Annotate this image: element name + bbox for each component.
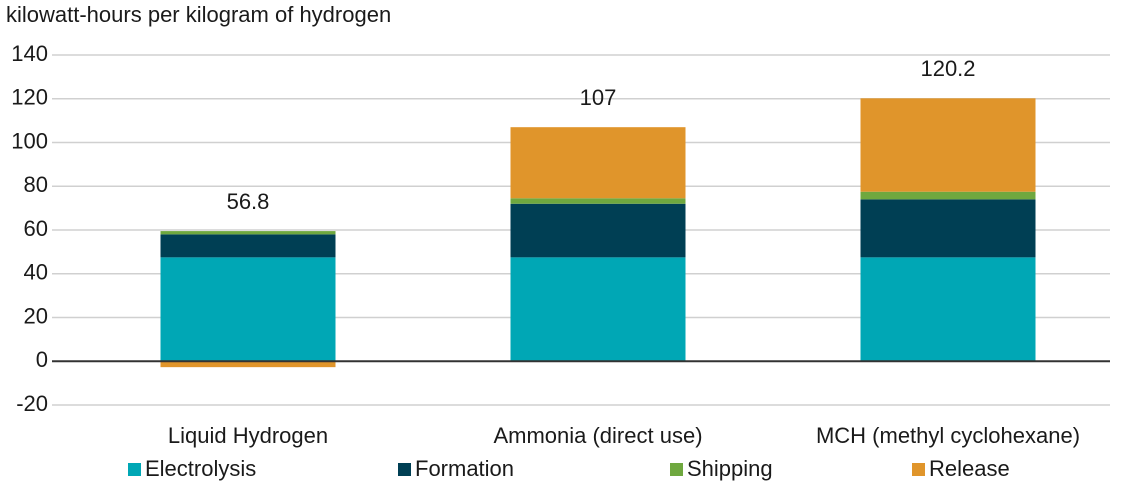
y-tick-label: 120 <box>11 85 48 110</box>
bar-segment <box>860 191 1036 200</box>
x-tick-label: MCH (methyl cyclohexane) <box>816 423 1080 448</box>
legend-label: Formation <box>415 456 514 481</box>
y-tick-label: 140 <box>11 41 48 66</box>
chart-subtitle: kilowatt-hours per kilogram of hydrogen <box>6 2 391 27</box>
bar-segment <box>510 203 686 258</box>
x-tick-label: Liquid Hydrogen <box>168 423 328 448</box>
legend-label: Shipping <box>687 456 773 481</box>
legend-swatch <box>398 463 411 476</box>
y-tick-label: 20 <box>24 303 48 328</box>
total-label: 107 <box>580 85 617 110</box>
y-tick-label: 80 <box>24 172 48 197</box>
x-tick-label: Ammonia (direct use) <box>493 423 702 448</box>
total-label: 120.2 <box>920 56 975 81</box>
bar-segment <box>160 361 336 368</box>
bar-segment <box>860 257 1036 362</box>
y-tick-label: 60 <box>24 216 48 241</box>
legend-swatch <box>912 463 925 476</box>
legend-swatch <box>670 463 683 476</box>
legend-swatch <box>128 463 141 476</box>
bar-segment <box>510 257 686 362</box>
y-tick-label: 0 <box>36 347 48 372</box>
bar-segment <box>160 231 336 235</box>
total-label: 56.8 <box>227 189 270 214</box>
bar-segment <box>160 234 336 258</box>
y-tick-label: 40 <box>24 260 48 285</box>
bar-segment <box>510 127 686 199</box>
bar-segment <box>860 98 1036 192</box>
bar-segment <box>860 199 1036 258</box>
y-tick-label: 100 <box>11 128 48 153</box>
y-tick-label: -20 <box>16 391 48 416</box>
bar-segment <box>160 257 336 362</box>
bar-segment <box>510 198 686 204</box>
legend-label: Electrolysis <box>145 456 256 481</box>
legend-label: Release <box>929 456 1010 481</box>
